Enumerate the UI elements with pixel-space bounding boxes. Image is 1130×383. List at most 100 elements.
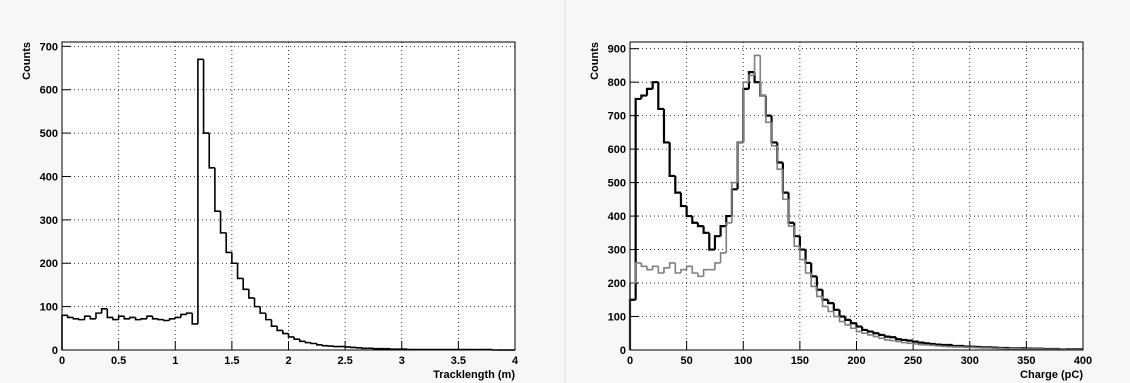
histogram-step	[872, 331, 880, 335]
x-tick-label: 1.5	[224, 355, 239, 367]
histogram-step	[321, 344, 329, 347]
histogram-step	[316, 343, 323, 346]
histogram-step	[827, 299, 834, 305]
y-tick-label: 500	[40, 128, 58, 140]
x-tick-label: 200	[847, 355, 865, 367]
y-tick-label: 900	[608, 44, 626, 56]
x-tick-label: 4	[512, 355, 519, 367]
histogram-step	[140, 317, 147, 320]
x-tick-label: 2	[285, 355, 291, 367]
histogram-step	[299, 339, 306, 343]
histogram-step	[832, 303, 840, 311]
histogram-step	[782, 169, 789, 201]
x-tick-label: 3.5	[451, 355, 466, 367]
histogram-step	[883, 334, 891, 338]
histogram-step	[651, 265, 659, 270]
histogram-step	[912, 343, 919, 345]
x-tick-label: 150	[791, 355, 809, 367]
histogram-step	[900, 338, 908, 342]
y-tick-label: 0	[620, 345, 626, 357]
histogram-step	[844, 316, 851, 321]
histogram-step	[151, 316, 159, 320]
histogram-step	[742, 81, 749, 143]
histogram-step	[657, 82, 664, 111]
histogram-step	[202, 59, 210, 134]
x-tick-label: 300	[961, 355, 979, 367]
x-tick-label: 350	[1017, 355, 1035, 367]
histogram-step	[917, 341, 925, 344]
histogram-step	[89, 316, 96, 320]
histogram-step	[646, 266, 653, 271]
histogram-step	[753, 54, 761, 76]
histogram-step	[844, 321, 851, 326]
x-axis-label: Tracklength (m)	[433, 369, 515, 381]
histogram-step	[770, 122, 778, 147]
x-tick-label: 0	[59, 355, 65, 367]
histogram-step	[674, 262, 681, 274]
histogram-step	[889, 339, 897, 342]
histogram-step	[100, 307, 108, 314]
x-tick-label: 1	[172, 355, 178, 367]
y-axis-label: Counts	[589, 42, 601, 80]
histogram-step	[265, 313, 272, 321]
histogram-step	[748, 74, 755, 83]
histogram-step	[95, 312, 102, 319]
histogram-step	[850, 324, 857, 330]
plot-frame	[62, 42, 515, 350]
histogram-step	[293, 336, 300, 340]
histogram-step	[747, 71, 755, 89]
histogram-step	[117, 315, 125, 320]
histogram-step	[112, 317, 119, 321]
histogram-step	[878, 336, 885, 340]
histogram-step	[697, 273, 704, 278]
histogram-step	[810, 273, 817, 288]
histogram-step	[827, 306, 834, 313]
histogram-step	[702, 268, 710, 277]
histogram-step	[884, 338, 891, 341]
y-tick-label: 500	[608, 178, 626, 190]
histogram-step	[855, 328, 863, 333]
histogram-step	[867, 333, 874, 336]
histogram-step	[78, 318, 85, 321]
x-tick-label: 3	[399, 355, 405, 367]
y-tick-label: 800	[608, 77, 626, 89]
x-tick-label: 50	[681, 355, 693, 367]
histogram-step	[634, 262, 642, 284]
histogram-step	[804, 259, 812, 274]
histogram-step	[866, 329, 874, 333]
histogram-step	[821, 296, 829, 308]
histogram-step	[236, 263, 244, 280]
histogram-step	[174, 316, 181, 319]
histogram-step	[895, 340, 902, 343]
histogram-step	[185, 312, 193, 315]
histogram-step	[282, 330, 289, 335]
histogram-step	[657, 266, 664, 274]
histogram-step	[906, 339, 914, 342]
histogram-step	[106, 308, 113, 319]
histogram-step	[259, 306, 266, 314]
histogram-step	[180, 313, 187, 318]
histogram-step	[304, 341, 312, 344]
plot-border	[61, 41, 516, 351]
histogram-step	[680, 268, 687, 273]
histogram-step	[923, 342, 931, 345]
x-axis-label: Charge (pC)	[1020, 369, 1083, 381]
histogram-step	[691, 216, 698, 224]
y-tick-label: 300	[40, 215, 58, 227]
histogram-step	[855, 323, 863, 328]
y-tick-label: 200	[608, 278, 626, 290]
histogram-step	[214, 167, 221, 212]
histogram-step	[872, 334, 880, 338]
histogram-step	[696, 222, 704, 228]
histogram-step	[725, 221, 732, 253]
histogram-step	[83, 315, 91, 320]
histogram-step	[895, 337, 902, 341]
histogram-step	[702, 226, 710, 234]
y-tick-label: 200	[40, 258, 58, 270]
histogram-step	[248, 289, 255, 299]
histogram-step	[861, 326, 868, 332]
histogram-step	[901, 341, 908, 344]
histogram-step	[146, 315, 153, 319]
histogram-step	[861, 331, 868, 335]
